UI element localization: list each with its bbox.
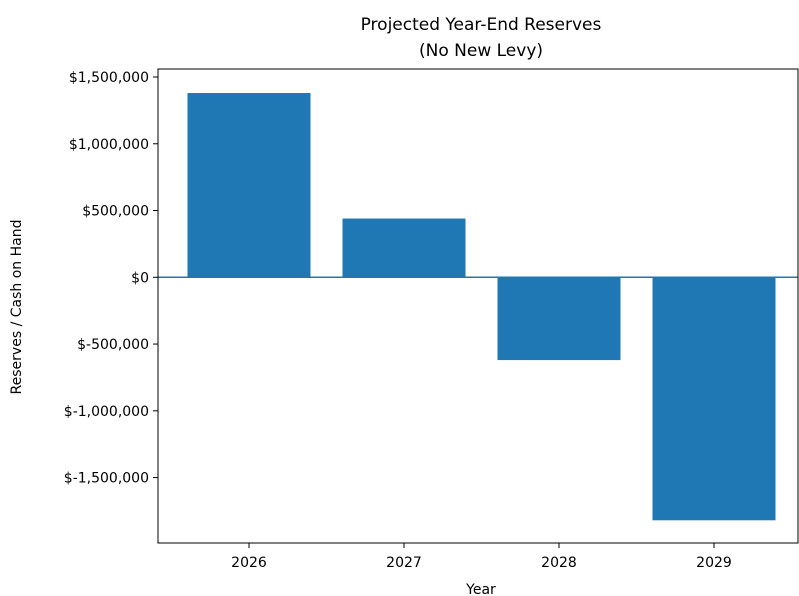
y-tick-label: $-1,000,000	[64, 404, 149, 420]
bars-group	[187, 93, 776, 521]
x-tick-label: 2026	[231, 555, 267, 571]
x-axis: 2026 2027 2028 2029	[231, 543, 732, 571]
x-axis-label: Year	[465, 582, 496, 596]
x-tick-label: 2028	[541, 555, 577, 571]
chart-subtitle: (No New Levy)	[419, 41, 543, 61]
y-tick-label: $1,500,000	[69, 70, 149, 86]
y-tick-label: $-1,500,000	[64, 471, 149, 487]
y-tick-label: $0	[131, 270, 149, 286]
bar-2029	[652, 277, 776, 521]
y-tick-label: $500,000	[82, 204, 149, 220]
x-tick-label: 2027	[386, 555, 422, 571]
chart-title: Projected Year-End Reserves	[361, 15, 602, 35]
bar-2026	[187, 93, 311, 278]
y-axis: $1,500,000 $1,000,000 $500,000 $0 $-500,000 $…	[64, 70, 158, 487]
y-axis-label: Reserves / Cash on Hand	[9, 220, 25, 395]
plot-area-frame	[157, 68, 799, 544]
y-tick-label: $-500,000	[77, 337, 149, 353]
x-tick-label: 2029	[696, 555, 732, 571]
bar-2027	[342, 218, 466, 278]
y-tick-label: $1,000,000	[69, 137, 149, 153]
bar-2028	[497, 277, 621, 361]
